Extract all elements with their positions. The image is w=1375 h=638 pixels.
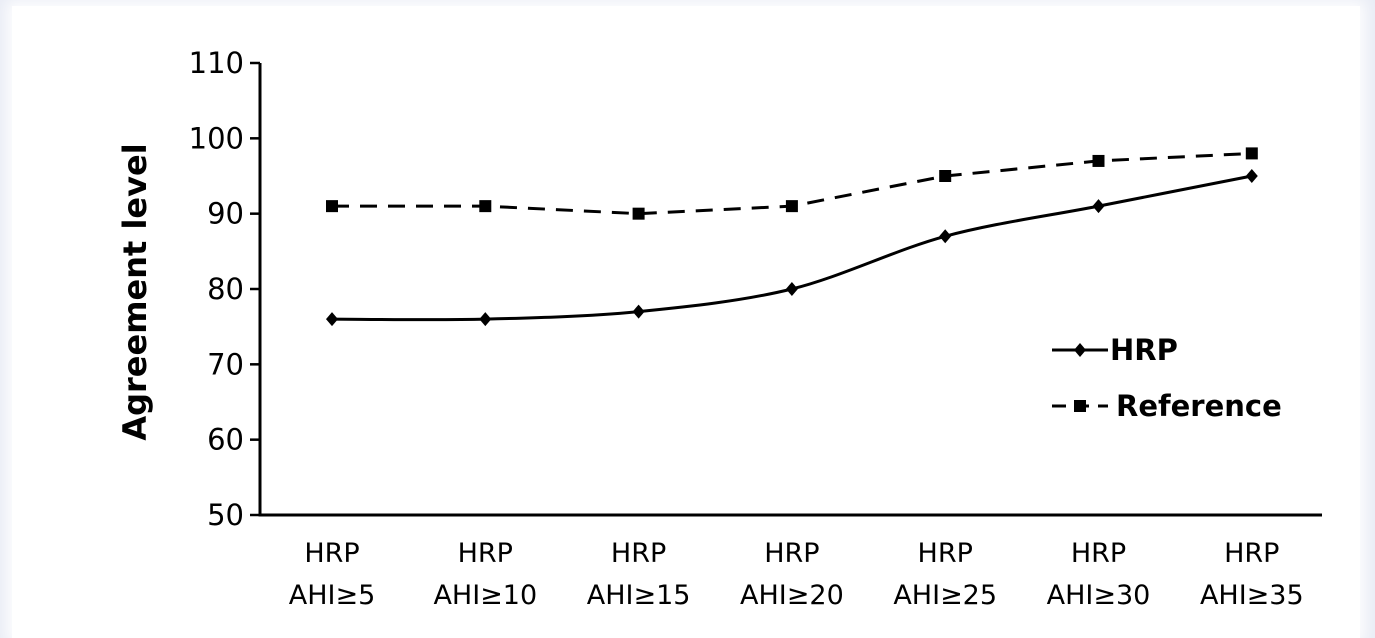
y-tick-label: 60 — [207, 423, 244, 457]
x-category-label: HRP AHI≥15 — [587, 538, 691, 611]
legend-label: Reference — [1116, 389, 1282, 423]
x-category-label-line: HRP — [458, 538, 513, 569]
x-category-label-line: HRP — [1224, 538, 1279, 569]
y-tick-label: 70 — [207, 347, 244, 381]
data-point — [1092, 199, 1105, 214]
x-category-label-line: HRP — [764, 538, 819, 569]
x-category-label: HRP AHI≥25 — [893, 538, 997, 611]
data-point — [1245, 147, 1258, 160]
data-point — [632, 304, 645, 319]
y-tick-label: 110 — [189, 46, 244, 80]
x-category-label-line: HRP — [611, 538, 666, 569]
y-axis-ticks: 50 60 70 80 90 100 110 — [189, 46, 260, 532]
series-hrp — [326, 169, 1258, 327]
legend-entry: Reference — [1052, 389, 1282, 423]
data-point — [785, 200, 798, 213]
data-point — [479, 200, 492, 213]
x-category-label-line: AHI≥5 — [289, 580, 376, 611]
x-category-label-line: AHI≥30 — [1047, 580, 1151, 611]
series-layer — [326, 147, 1258, 327]
data-point — [326, 200, 338, 213]
x-category-label-line: AHI≥35 — [1200, 580, 1304, 611]
series-line — [331, 174, 1253, 322]
x-category-label-line: HRP — [304, 538, 359, 569]
chart-card — [12, 6, 1360, 638]
y-tick-label: 100 — [189, 121, 244, 155]
data-point — [939, 170, 952, 182]
data-point — [479, 312, 492, 327]
x-category-label: HRP AHI≥35 — [1200, 538, 1304, 611]
x-category-label-line: AHI≥10 — [433, 580, 537, 611]
legend-label: HRP — [1110, 333, 1178, 367]
x-category-label-line: AHI≥20 — [740, 580, 844, 611]
legend-marker — [1074, 400, 1086, 412]
data-point — [632, 207, 645, 220]
x-category-label: HRP AHI≥10 — [433, 538, 537, 611]
x-category-label: HRP AHI≥20 — [740, 538, 844, 611]
x-category-label-line: AHI≥25 — [893, 580, 997, 611]
x-category-label: HRP AHI≥5 — [289, 538, 376, 611]
legend: HRP Reference — [1052, 333, 1282, 423]
data-point — [785, 282, 798, 296]
x-category-label: HRP AHI≥30 — [1047, 538, 1151, 611]
data-point — [326, 312, 338, 327]
data-point — [939, 229, 952, 244]
legend-entry: HRP — [1052, 333, 1178, 367]
y-axis-title: Agreement level — [116, 143, 154, 440]
data-point — [1092, 154, 1105, 167]
x-category-label-line: HRP — [1071, 538, 1126, 569]
x-category-label-line: AHI≥15 — [587, 580, 691, 611]
y-tick-label: 80 — [207, 272, 244, 306]
y-tick-label: 50 — [207, 498, 244, 532]
legend-marker — [1074, 343, 1086, 357]
series-reference — [326, 147, 1258, 220]
y-tick-label: 90 — [207, 197, 244, 231]
data-point — [1245, 169, 1258, 183]
x-category-label-line: HRP — [918, 538, 973, 569]
x-axis-ticks: HRP AHI≥5 HRP AHI≥10 HRP AHI≥15 HRP AHI≥20 HRP AH… — [289, 538, 1304, 611]
